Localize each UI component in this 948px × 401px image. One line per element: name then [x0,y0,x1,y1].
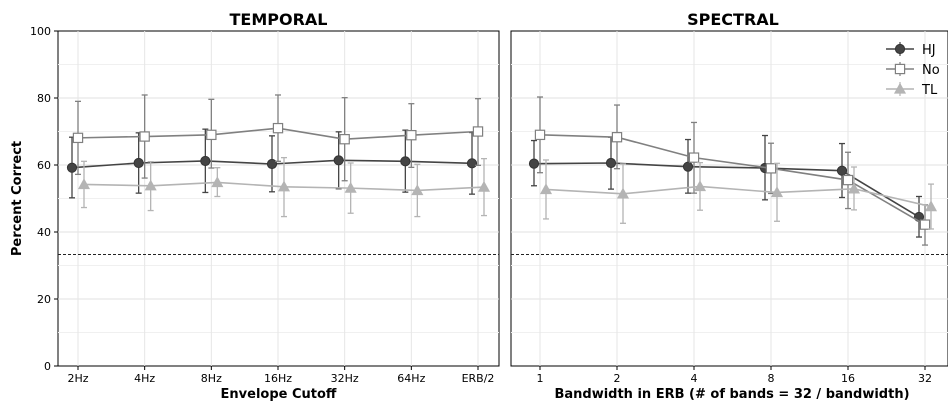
x-tick-label: 16 [841,372,855,385]
temporal-x-ticks: 2Hz 4Hz 8Hz 16Hz 32Hz 64Hz ERB/2 [67,366,494,385]
data-point-tl [411,184,424,196]
x-tick-label: 2 [614,372,621,385]
series-no [72,94,484,182]
data-point-no [406,129,417,141]
legend: HJ No TL [886,42,940,98]
data-point-tl [616,187,630,199]
data-point-no [72,132,84,144]
data-point-tl [277,180,291,192]
series-line-tl [545,185,932,208]
y-tick-label: 100 [30,25,51,38]
y-tick-label: 0 [44,360,51,373]
data-point-no [611,131,623,143]
temporal-title: TEMPORAL [230,10,328,29]
data-point-no [765,163,777,174]
data-point-no [272,122,284,134]
series-no [534,96,931,246]
x-tick-label: ERB/2 [462,372,495,385]
data-point-no [339,134,350,145]
data-point-tl [770,186,784,198]
legend-label-no: No [922,63,940,78]
spectral-x-axis-label: Bandwidth in ERB (# of bands = 32 / band… [554,387,909,401]
spectral-title: SPECTRAL [687,10,779,29]
y-axis-label: Percent Correct [10,141,25,256]
x-tick-label: 8 [768,372,775,385]
series-tl [77,156,491,218]
data-point-tl [693,180,707,192]
series-hj [66,128,478,199]
temporal-y-ticks: 0 20 40 60 80 100 [30,25,58,373]
data-point-hj [605,157,617,169]
x-tick-label: 4Hz [134,372,155,385]
data-point-tl [344,181,357,193]
series-line-hj [533,162,920,218]
data-point-hj [836,165,848,176]
legend-label-hj: HJ [922,43,936,58]
data-point-hj [200,155,211,167]
temporal-x-axis-label: Envelope Cutoff [221,387,337,401]
temporal-grid [58,31,499,366]
series-line-no [539,134,926,226]
x-tick-label: 8Hz [201,372,222,385]
data-point-no [919,219,931,230]
temporal-series [66,94,491,218]
data-point-no [688,152,700,163]
spectral-grid [511,31,948,366]
y-tick-label: 20 [37,293,51,306]
y-tick-label: 40 [37,226,51,239]
x-tick-label: 4 [691,372,698,385]
spectral-series [528,96,938,246]
data-point-hj [266,158,278,170]
data-point-no [534,129,546,141]
x-tick-label: 1 [537,372,544,385]
data-point-tl [847,182,861,194]
data-point-no [472,126,484,137]
x-tick-label: 64Hz [397,372,425,385]
legend-marker-no [894,63,906,75]
data-point-no [842,174,854,186]
data-point-hj [133,157,144,169]
data-point-hj [528,158,540,169]
spectral-x-ticks: 1 2 4 8 16 32 [537,366,932,385]
data-point-hj [333,155,344,166]
legend-label-tl: TL [921,83,938,98]
x-tick-label: 32 [918,372,932,385]
data-point-tl [77,178,91,190]
data-point-tl [144,179,157,191]
x-tick-label: 16Hz [264,372,292,385]
data-point-tl [924,200,938,212]
x-tick-label: 32Hz [331,372,359,385]
series-tl [539,159,938,230]
data-point-no [206,129,217,141]
x-tick-label: 2Hz [67,372,88,385]
data-point-hj [682,161,694,172]
data-point-hj [400,156,411,167]
data-point-tl [211,176,224,188]
legend-marker-hj [894,43,906,55]
data-point-tl [477,180,491,192]
data-point-no [139,131,150,142]
legend-marker-tl [893,82,907,94]
y-tick-label: 60 [37,159,51,172]
data-point-hj [66,162,78,173]
y-tick-label: 80 [37,92,51,105]
data-point-hj [466,158,478,169]
data-point-tl [539,183,553,195]
panel-spectral: 1 2 4 8 16 32 HJ No TL SPECTRAL Bandwidth in ER… [510,10,948,401]
panel-temporal: 2Hz 4Hz 8Hz 16Hz 32Hz 64Hz ERB/2 020406080100 … [10,10,500,401]
